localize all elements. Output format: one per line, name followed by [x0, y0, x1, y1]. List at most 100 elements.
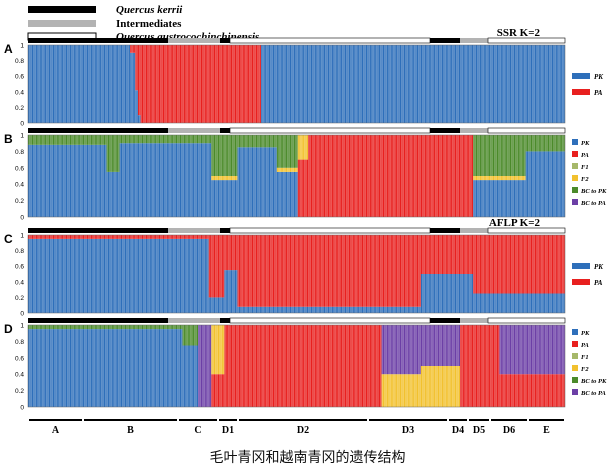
individual-bar	[259, 135, 261, 217]
individual-bar	[368, 45, 370, 123]
bar-segment-pk	[43, 45, 45, 123]
bar-segment-pa	[314, 235, 316, 307]
bar-segment-pa	[132, 45, 134, 53]
bar-segment-bc_pk	[275, 135, 277, 148]
individual-bar	[469, 325, 471, 407]
individual-bar	[339, 45, 341, 123]
bar-segment-bc_pa	[423, 325, 425, 366]
individual-bar	[297, 45, 299, 123]
bar-segment-bc_pk	[174, 135, 176, 144]
bar-segment-bc_pk	[140, 135, 142, 144]
bar-segment-pk	[144, 238, 146, 313]
bar-segment-pk	[73, 329, 75, 407]
bar-segment-pa	[76, 235, 78, 239]
bar-segment-pk	[305, 45, 307, 123]
bar-segment-pk	[511, 180, 513, 217]
bar-segment-pa	[537, 374, 539, 407]
bar-segment-pk	[379, 45, 381, 123]
bar-segment-bc_pk	[136, 325, 138, 330]
bar-segment-pa	[503, 374, 505, 407]
individual-bar	[117, 235, 119, 313]
individual-bar	[457, 235, 459, 313]
bar-segment-pa	[448, 135, 450, 217]
bar-segment-pa	[352, 135, 354, 217]
bar-segment-pa	[241, 45, 243, 123]
bar-segment-pk	[55, 144, 57, 217]
individual-bar	[430, 325, 432, 407]
bar-segment-pa	[512, 235, 514, 294]
bar-segment-f2	[228, 176, 230, 181]
bar-segment-bc_pk	[551, 135, 554, 152]
bar-segment-pk	[118, 238, 120, 313]
bar-segment-pk	[506, 293, 508, 313]
bar-segment-pk	[359, 45, 361, 123]
bar-segment-pa	[244, 45, 246, 123]
bar-segment-bc_pk	[194, 325, 196, 346]
bar-segment-pa	[77, 235, 79, 239]
individual-bar	[356, 325, 358, 407]
bar-segment-bc_pk	[152, 325, 154, 330]
individual-bar	[360, 135, 362, 217]
bar-segment-pk	[270, 306, 272, 313]
individual-bar	[248, 325, 250, 407]
individual-bar	[207, 135, 209, 217]
bar-segment-pk	[441, 45, 443, 123]
individual-bar	[60, 235, 62, 313]
individual-bar	[276, 135, 278, 217]
bar-segment-bc_pk	[71, 325, 73, 330]
bar-segment-pk	[60, 144, 62, 217]
bar-segment-pa	[521, 374, 523, 407]
bar-segment-bc_pa	[426, 325, 428, 366]
individual-bar	[153, 325, 155, 407]
bar-segment-bc_pk	[261, 135, 263, 148]
bar-segment-pk	[123, 143, 125, 217]
bar-segment-pk	[202, 143, 204, 217]
individual-bar	[47, 235, 49, 313]
bar-segment-bc_pa	[456, 325, 458, 366]
bar-segment-pk	[62, 329, 64, 407]
individual-bar	[118, 45, 120, 123]
individual-bar	[278, 45, 280, 123]
bar-segment-pk	[38, 45, 40, 123]
individual-bar	[276, 235, 278, 313]
bar-segment-pk	[224, 180, 226, 217]
individual-bar	[360, 235, 362, 313]
individual-bar	[123, 45, 125, 123]
individual-bar	[199, 235, 201, 313]
individual-bar	[338, 325, 340, 407]
bar-segment-pk	[148, 329, 150, 407]
bar-segment-bc_pk	[477, 135, 479, 176]
bar-segment-pk	[381, 45, 383, 123]
bar-segment-pa	[331, 235, 333, 307]
individual-bar	[71, 45, 73, 123]
individual-bar	[58, 45, 60, 123]
bar-segment-pk	[211, 180, 213, 217]
bar-segment-pk	[283, 306, 285, 313]
individual-bar	[292, 45, 294, 123]
individual-bar	[402, 235, 404, 313]
individual-bar	[258, 325, 260, 407]
bar-segment-pa	[238, 45, 240, 123]
bar-segment-pa	[217, 45, 220, 123]
bar-segment-pa	[447, 235, 449, 274]
bar-segment-pk	[136, 143, 138, 217]
individual-bar	[356, 45, 358, 123]
bar-segment-pa	[546, 235, 548, 294]
bar-segment-bc_pk	[65, 135, 68, 145]
individual-bar	[160, 45, 162, 123]
bar-segment-pa	[224, 45, 226, 123]
panel-letter: D	[4, 322, 13, 336]
bar-segment-pk	[385, 306, 387, 313]
individual-bar	[227, 135, 229, 217]
bar-segment-pa	[211, 45, 213, 123]
bar-segment-pa	[173, 235, 175, 239]
individual-bar	[234, 325, 237, 407]
bar-segment-f2	[508, 176, 510, 181]
individual-bar	[89, 45, 91, 123]
individual-bar	[63, 135, 65, 217]
bar-segment-pa	[293, 325, 295, 407]
individual-bar	[506, 45, 508, 123]
bar-segment-pa	[415, 235, 417, 307]
individual-bar	[164, 235, 166, 313]
bar-segment-bc_pk	[120, 135, 123, 144]
